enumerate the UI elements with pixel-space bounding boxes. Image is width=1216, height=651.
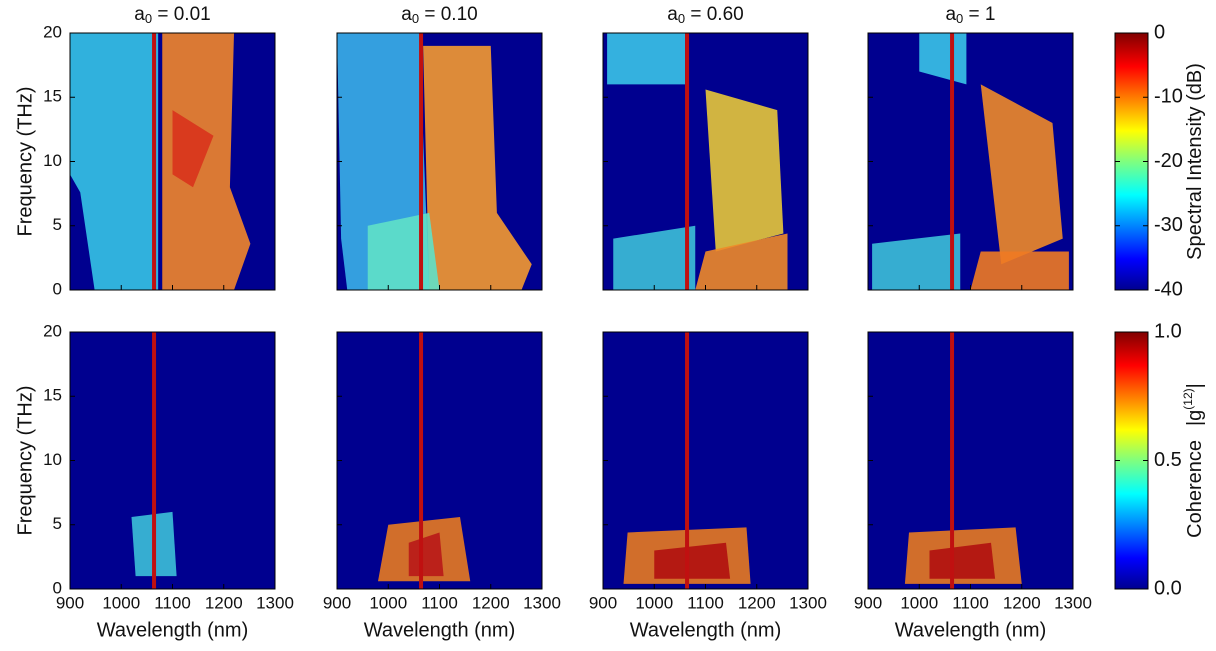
colorbar-label-text: Coherence	[1184, 440, 1206, 538]
title-param: a	[667, 4, 678, 25]
heatmap-region	[613, 225, 696, 290]
title-param: a	[945, 4, 956, 25]
heatmap-region	[919, 33, 967, 85]
colorbar-label: Coherence |g(12)|	[1181, 383, 1206, 538]
x-tick-label: 1200	[738, 593, 776, 612]
colorbar-tick-label: -40	[1154, 278, 1183, 300]
title-value: = 0.10	[419, 4, 478, 25]
x-tick-label: 900	[56, 593, 84, 612]
panel-title: a0 = 1	[945, 4, 995, 26]
x-tick-label: 1200	[1003, 593, 1041, 612]
colorbar	[1114, 32, 1149, 291]
colorbar-tick-label: 0.5	[1154, 449, 1182, 471]
heatmap-region	[607, 33, 685, 85]
x-tick-label: 1300	[523, 593, 561, 612]
panel-title: a0 = 0.01	[134, 4, 210, 26]
colorbar-tick-label: 1.0	[1154, 320, 1182, 342]
colorbar-tick-label: 0.0	[1154, 577, 1182, 599]
y-tick-label: 15	[43, 386, 62, 405]
heatmap-region	[654, 542, 731, 579]
title-param: a	[134, 4, 145, 25]
title-value: = 1	[963, 4, 995, 25]
y-tick-label: 5	[53, 215, 62, 234]
y-tick-label: 0	[53, 279, 62, 298]
heatmap-region	[980, 84, 1063, 265]
title-subscript: 0	[145, 11, 152, 26]
x-tick-label: 1200	[472, 593, 510, 612]
heatmap-region	[70, 33, 159, 290]
y-tick-label: 10	[43, 450, 62, 469]
x-axis-label: Wavelength (nm)	[630, 619, 782, 641]
title-value: = 0.01	[152, 4, 211, 25]
x-tick-label: 1000	[369, 593, 407, 612]
colorbar-label: Spectral Intensity (dB)	[1184, 63, 1206, 260]
x-tick-label: 1100	[154, 593, 191, 612]
heatmap-region	[423, 45, 532, 290]
y-tick-label: 20	[43, 22, 62, 41]
heatmap-region	[172, 110, 214, 188]
title-value: = 0.60	[685, 4, 744, 25]
x-axis-label: Wavelength (nm)	[97, 619, 249, 641]
heatmap-region	[929, 542, 996, 579]
colorbar-tick-label: -20	[1154, 150, 1183, 172]
panel-title: a0 = 0.60	[667, 4, 743, 26]
x-tick-label: 1100	[421, 593, 458, 612]
x-tick-label: 1000	[102, 593, 140, 612]
panel-title: a0 = 0.10	[401, 4, 477, 26]
x-tick-label: 1300	[789, 593, 827, 612]
x-tick-label: 1300	[1054, 593, 1092, 612]
colorbar-label-text: Spectral Intensity (dB)	[1184, 63, 1206, 260]
x-tick-label: 1000	[900, 593, 938, 612]
heatmap-region	[695, 233, 788, 290]
x-tick-label: 900	[854, 593, 882, 612]
colorbar-symbol-end: |	[1184, 383, 1206, 388]
y-tick-label: 10	[43, 151, 62, 170]
x-tick-label: 1100	[687, 593, 724, 612]
heatmap-region	[705, 89, 784, 252]
y-tick-label: 5	[53, 514, 62, 533]
title-subscript: 0	[678, 11, 685, 26]
title-subscript: 0	[412, 11, 419, 26]
x-tick-label: 1300	[256, 593, 294, 612]
heatmap-region	[970, 251, 1069, 290]
colorbar-tick-label: 0	[1154, 21, 1165, 43]
colorbar-tick-label: -30	[1154, 214, 1183, 236]
y-axis-label: Frequency (THz)	[14, 385, 36, 535]
title-param: a	[401, 4, 412, 25]
x-axis-label: Wavelength (nm)	[364, 619, 516, 641]
y-tick-label: 15	[43, 87, 62, 106]
x-tick-label: 1200	[205, 593, 243, 612]
y-tick-label: 0	[53, 578, 62, 597]
colorbar-symbol-sup: (12)	[1181, 388, 1195, 409]
x-tick-label: 1000	[635, 593, 673, 612]
title-subscript: 0	[956, 11, 963, 26]
x-axis-label: Wavelength (nm)	[895, 619, 1047, 641]
heatmap-region	[408, 532, 444, 577]
heatmap-region	[872, 233, 961, 290]
x-tick-label: 900	[323, 593, 351, 612]
y-axis-label: Frequency (THz)	[14, 86, 36, 236]
x-tick-label: 900	[589, 593, 617, 612]
colorbar-tick-label: -10	[1154, 86, 1183, 108]
colorbar-symbol: |g	[1184, 410, 1206, 426]
y-tick-label: 20	[43, 321, 62, 340]
heatmap-region	[367, 212, 440, 290]
x-tick-label: 1100	[952, 593, 989, 612]
heatmap-region	[162, 33, 251, 290]
